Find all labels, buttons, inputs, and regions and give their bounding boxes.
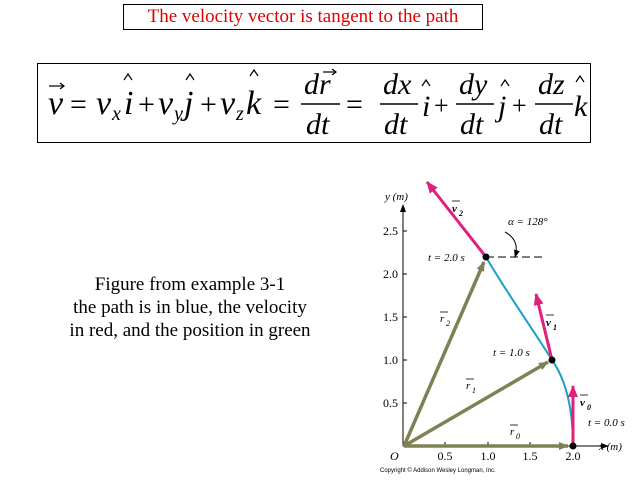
point-t0 bbox=[569, 442, 577, 450]
x-tick-2.0: 2.0 bbox=[566, 449, 581, 463]
eq-vz: v bbox=[220, 85, 236, 122]
eq-j: j bbox=[180, 85, 193, 122]
svg-text:r: r bbox=[440, 313, 445, 325]
y-tick-2.0: 2.0 bbox=[383, 267, 398, 281]
eq-dt-3: dt bbox=[460, 108, 484, 141]
svg-text:v: v bbox=[580, 397, 585, 409]
eq-vx: v bbox=[96, 85, 112, 122]
eq-dr: dr bbox=[304, 68, 331, 101]
x-tick-0.5: 0.5 bbox=[438, 449, 453, 463]
eq-dz: dz bbox=[538, 68, 565, 101]
eq-plus-3: + bbox=[434, 91, 449, 120]
r1-label: r 1 bbox=[466, 378, 476, 395]
svg-text:r: r bbox=[466, 380, 471, 392]
svg-text:2: 2 bbox=[458, 209, 463, 218]
t2-label: t = 2.0 s bbox=[428, 252, 465, 264]
eq-j-2: j bbox=[494, 90, 506, 123]
eq-dx: dx bbox=[383, 68, 412, 101]
svg-text:1: 1 bbox=[472, 386, 476, 395]
caption-line-1: Figure from example 3-1 bbox=[94, 274, 286, 295]
eq-sub-x: x bbox=[111, 103, 121, 125]
figure-caption: Figure from example 3-1 the path is in b… bbox=[30, 273, 350, 342]
eq-sub-z: z bbox=[235, 103, 244, 125]
y-tick-1.5: 1.5 bbox=[383, 310, 398, 324]
eq-plus-2: + bbox=[200, 88, 217, 121]
t1-label: t = 1.0 s bbox=[493, 347, 530, 359]
angle-arc bbox=[504, 231, 520, 258]
v1-label: v 1 bbox=[546, 314, 557, 332]
x-tick-1.5: 1.5 bbox=[523, 449, 538, 463]
r2-label: r 2 bbox=[440, 311, 450, 328]
eq-sub-y: y bbox=[172, 103, 183, 125]
eq-equals-1: = bbox=[70, 88, 87, 121]
svg-text:r: r bbox=[510, 426, 515, 438]
svg-text:1: 1 bbox=[553, 323, 557, 332]
velocity-equation: v = v x i + v y j + v z k = dr dt = dx d… bbox=[37, 63, 591, 143]
eq-i: i bbox=[124, 85, 133, 122]
caption-line-3: in red, and the position in green bbox=[69, 320, 311, 341]
svg-text:v: v bbox=[452, 203, 457, 215]
v2-vector bbox=[425, 181, 488, 258]
eq-dy: dy bbox=[459, 68, 488, 101]
svg-text:0: 0 bbox=[587, 403, 591, 412]
eq-k-2: k bbox=[574, 90, 588, 123]
r1-vector bbox=[403, 360, 549, 448]
y-tick-1.0: 1.0 bbox=[383, 353, 398, 367]
v2-label: v 2 bbox=[452, 200, 463, 218]
eq-dt-1: dt bbox=[306, 108, 330, 141]
eq-equals-2: = bbox=[273, 88, 290, 121]
eq-v: v bbox=[48, 85, 64, 122]
svg-text:2: 2 bbox=[446, 319, 450, 328]
v0-label: v 0 bbox=[580, 394, 591, 412]
point-t1 bbox=[548, 356, 556, 364]
copyright-note: Copyright © Addison Wesley Longman, Inc. bbox=[380, 467, 496, 474]
eq-plus-4: + bbox=[512, 91, 527, 120]
caption-line-2: the path is in blue, the velocity bbox=[73, 297, 307, 318]
origin-label: O bbox=[390, 449, 399, 463]
angle-label: α = 128° bbox=[508, 216, 548, 228]
r2-vector bbox=[402, 261, 486, 447]
x-axis-label: x (m) bbox=[598, 441, 622, 453]
r0-label: r 0 bbox=[510, 424, 520, 441]
eq-equals-3: = bbox=[346, 88, 363, 121]
svg-text:0: 0 bbox=[516, 432, 520, 441]
eq-dt-2: dt bbox=[384, 108, 408, 141]
eq-plus-1: + bbox=[138, 88, 155, 121]
y-axis-label: y (m) bbox=[384, 191, 408, 203]
y-tick-2.5: 2.5 bbox=[383, 224, 398, 238]
eq-dt-4: dt bbox=[539, 108, 563, 141]
y-ticks: 0.5 1.0 1.5 2.0 2.5 bbox=[383, 224, 407, 410]
slide-title: The velocity vector is tangent to the pa… bbox=[123, 4, 483, 30]
eq-vy: v bbox=[158, 85, 174, 122]
t0-label: t = 0.0 s bbox=[588, 417, 625, 429]
v1-vector bbox=[533, 293, 554, 361]
eq-i-2: i bbox=[422, 90, 430, 123]
eq-k: k bbox=[246, 85, 262, 122]
x-tick-1.0: 1.0 bbox=[481, 449, 496, 463]
y-tick-0.5: 0.5 bbox=[383, 396, 398, 410]
svg-text:v: v bbox=[546, 317, 551, 329]
